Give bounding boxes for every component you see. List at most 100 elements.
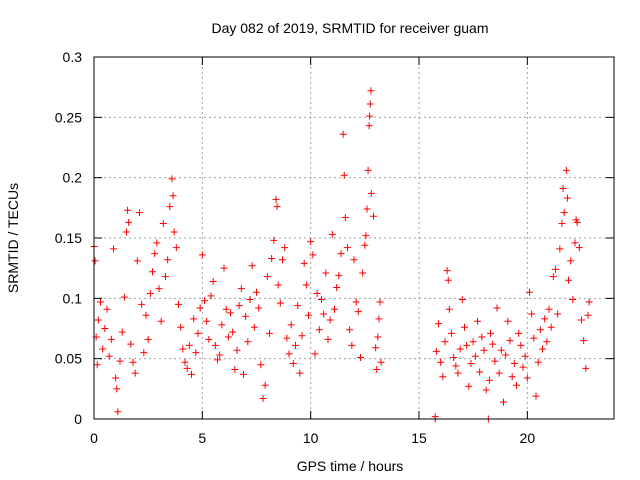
data-point (169, 192, 177, 200)
data-point (444, 276, 452, 284)
data-point (350, 256, 358, 264)
data-point (240, 370, 247, 378)
data-point (172, 244, 180, 252)
data-point (129, 358, 137, 366)
data-point (324, 335, 332, 343)
data-point (201, 297, 208, 305)
data-point (268, 255, 276, 263)
data-point (337, 250, 345, 258)
data-point (235, 302, 243, 310)
data-point (376, 298, 384, 306)
data-point (118, 328, 126, 336)
data-point (131, 369, 139, 377)
data-point (558, 220, 566, 228)
y-tick-labels: 0 0.05 0.1 0.15 0.2 0.25 0.3 (55, 49, 82, 427)
data-point (367, 189, 375, 197)
data-point (465, 382, 473, 390)
data-point (333, 283, 341, 291)
data-point (375, 315, 383, 323)
data-point (309, 251, 317, 259)
data-point (359, 269, 367, 277)
data-point (116, 357, 124, 365)
data-point (266, 329, 273, 337)
data-point (244, 338, 252, 346)
data-point (248, 262, 256, 270)
data-point (99, 345, 107, 353)
data-point (283, 334, 291, 342)
data-point (305, 311, 312, 319)
data-point (320, 310, 328, 318)
data-point (563, 194, 571, 202)
data-point (164, 256, 172, 264)
data-point (125, 218, 133, 226)
data-point (246, 296, 254, 304)
x-tick-label: 20 (520, 430, 536, 446)
data-point (315, 326, 323, 334)
data-point (289, 359, 297, 367)
data-point (326, 316, 334, 324)
data-point (133, 257, 141, 265)
data-point (190, 315, 198, 323)
data-point (357, 353, 364, 361)
data-point (136, 209, 143, 217)
data-point (437, 358, 445, 366)
data-point (491, 357, 499, 365)
data-point (188, 370, 195, 378)
data-point (144, 335, 152, 343)
data-point (441, 338, 449, 346)
data-point (374, 333, 382, 341)
data-point (157, 317, 165, 325)
data-point (565, 276, 572, 284)
data-point (450, 353, 458, 361)
data-point (196, 304, 204, 312)
data-point (120, 293, 128, 301)
data-point (138, 300, 146, 308)
data-point (549, 273, 557, 281)
data-point (559, 185, 567, 193)
data-point (140, 349, 148, 357)
x-tick-label: 0 (90, 430, 98, 446)
data-point (276, 299, 284, 307)
data-point (259, 394, 267, 402)
data-point (517, 341, 525, 349)
data-point (534, 358, 542, 366)
data-point (530, 334, 538, 342)
data-point (170, 228, 178, 236)
data-point (458, 296, 466, 304)
data-point (91, 257, 99, 265)
data-point (515, 329, 523, 337)
data-point (313, 290, 321, 298)
data-point (370, 212, 377, 220)
data-point (504, 317, 512, 325)
data-point (105, 352, 113, 360)
data-point (192, 349, 200, 357)
data-point (250, 323, 258, 331)
data-point (114, 408, 122, 416)
y-tick-label: 0.25 (55, 109, 82, 125)
data-point (497, 346, 505, 354)
data-point (523, 374, 531, 382)
data-point (339, 130, 347, 138)
data-point (575, 244, 583, 252)
data-point (255, 304, 263, 312)
data-point (344, 244, 351, 252)
data-point (480, 346, 488, 354)
y-tick-label: 0.05 (55, 351, 82, 367)
data-point (300, 259, 308, 267)
data-point (562, 166, 570, 174)
data-point (493, 304, 501, 312)
data-point (478, 333, 486, 341)
data-point (209, 277, 217, 285)
y-tick-label: 0.2 (63, 170, 83, 186)
data-point (149, 268, 156, 276)
data-point (279, 256, 286, 264)
data-point (127, 340, 135, 348)
data-point (467, 359, 475, 367)
data-point (454, 369, 462, 377)
grid-lines (94, 57, 614, 419)
data-point (510, 359, 518, 367)
data-point (335, 271, 343, 279)
data-point (175, 300, 182, 308)
data-point (322, 269, 330, 277)
